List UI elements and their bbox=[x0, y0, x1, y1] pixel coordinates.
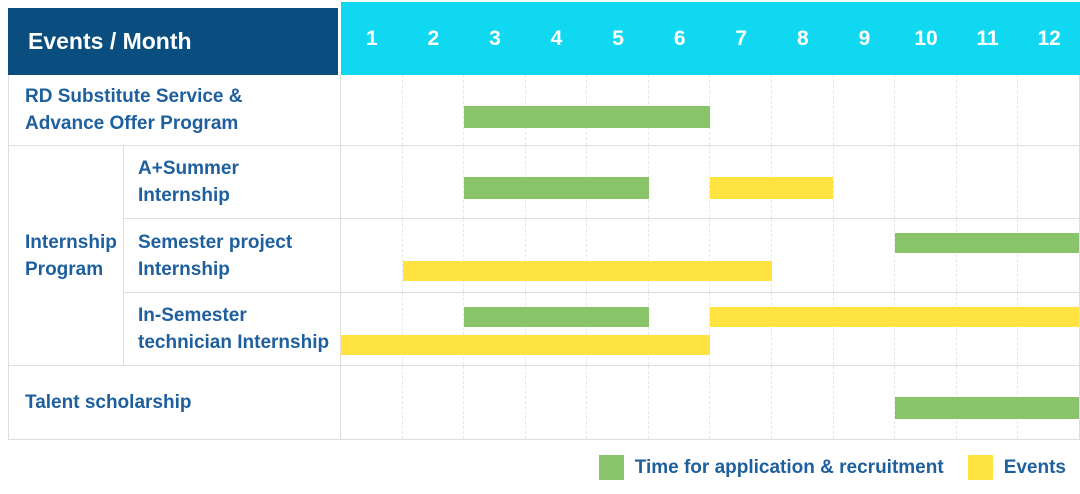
gantt-bar-green bbox=[894, 397, 1079, 419]
legend-events-label: Events bbox=[1003, 456, 1066, 478]
chart-row-in-semester-technician-internship bbox=[341, 293, 1080, 366]
gantt-bar-yellow bbox=[402, 261, 772, 281]
legend-application-label: Time for application & recruitment bbox=[634, 456, 944, 478]
month-gridlines bbox=[341, 219, 1079, 292]
header-events-month-cell: Events / Month bbox=[8, 8, 341, 75]
month-label: 4 bbox=[550, 26, 563, 50]
legend-application-swatch bbox=[598, 455, 624, 480]
legend-events-swatch bbox=[967, 455, 993, 480]
chart-row-semester-project-internship bbox=[341, 219, 1080, 293]
month-gridlines bbox=[341, 75, 1079, 145]
row-label-in-semester-technician-internship: In-Semester technician Internship bbox=[124, 293, 341, 366]
chart-row-talent-scholarship bbox=[341, 366, 1080, 440]
month-label: 5 bbox=[612, 26, 624, 50]
legend: Time for application & recruitment Event… bbox=[0, 455, 1080, 480]
month-header-band: 1 2 3 4 5 6 7 8 9 10 11 12 bbox=[341, 2, 1080, 75]
header-title: Events / Month bbox=[28, 28, 192, 54]
month-label: 12 bbox=[1037, 26, 1061, 50]
gantt-bar-green bbox=[464, 307, 649, 327]
gantt-bar-green bbox=[894, 233, 1079, 253]
gantt-bar-yellow bbox=[341, 335, 710, 355]
month-gridlines bbox=[341, 293, 1079, 365]
chart-row-rd-substitute bbox=[341, 75, 1080, 146]
gantt-bar-yellow bbox=[710, 177, 833, 199]
gantt-bar-green bbox=[464, 177, 649, 199]
row-label-talent-scholarship: Talent scholarship bbox=[8, 366, 341, 440]
month-label: 11 bbox=[976, 26, 999, 50]
month-label: 3 bbox=[489, 26, 501, 50]
row-label-semester-project-internship: Semester project Internship bbox=[124, 219, 341, 293]
month-label: 2 bbox=[427, 26, 440, 50]
gantt-bar-yellow bbox=[710, 307, 1079, 327]
schedule-table: Events / Month 1 2 3 4 5 6 7 8 9 10 11 12 RD Substi… bbox=[8, 2, 1080, 440]
row-group-internship-program: Internship Program bbox=[8, 146, 124, 366]
month-label: 9 bbox=[858, 26, 871, 50]
month-label: 6 bbox=[673, 26, 686, 50]
chart-row-a-summer-internship bbox=[341, 146, 1080, 219]
month-header-row: 1 2 3 4 5 6 7 8 9 10 11 12 bbox=[341, 2, 1080, 75]
month-label: 1 bbox=[365, 26, 378, 50]
month-label: 10 bbox=[914, 26, 938, 50]
gantt-bar-green bbox=[464, 106, 710, 128]
month-label: 8 bbox=[796, 26, 809, 50]
row-label-a-summer-internship: A+Summer Internship bbox=[124, 146, 341, 219]
month-label: 7 bbox=[735, 26, 748, 50]
row-label-rd-substitute: RD Substitute Service & Advance Offer Pr… bbox=[8, 75, 341, 146]
